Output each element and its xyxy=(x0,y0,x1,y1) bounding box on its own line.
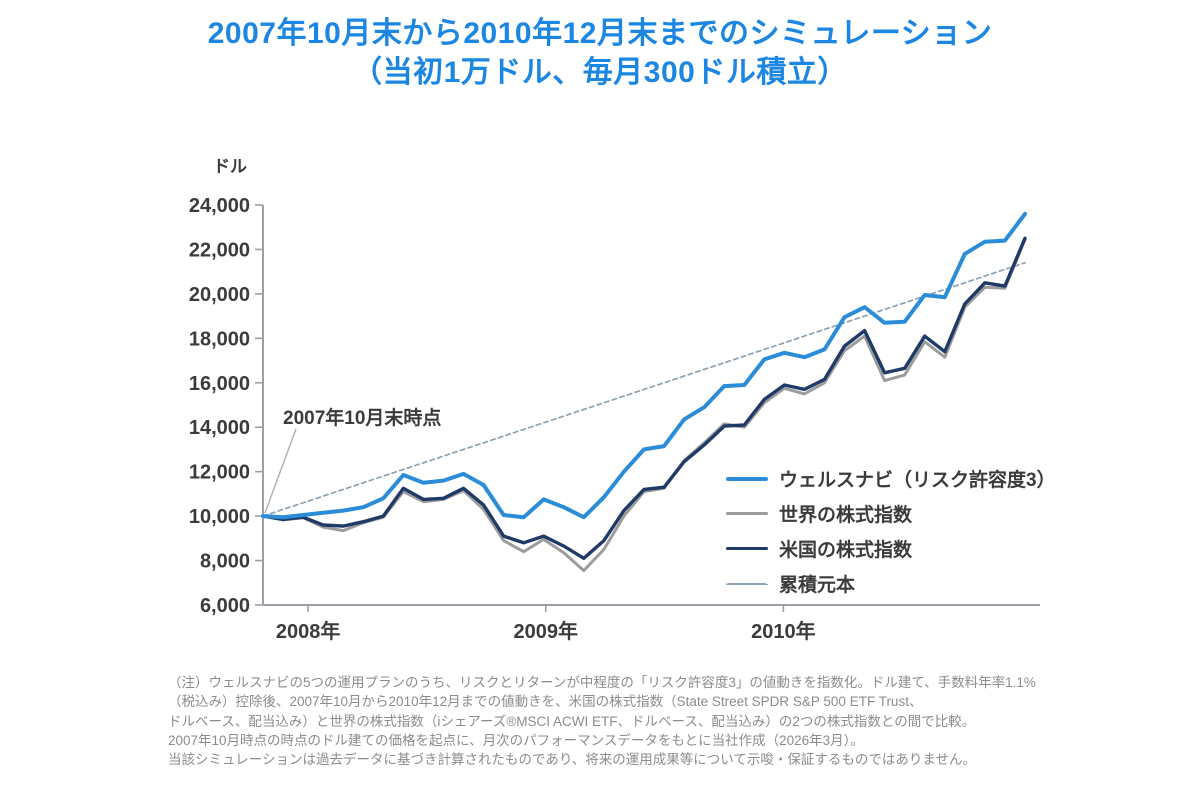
y-tick-label: 20,000 xyxy=(189,284,250,306)
x-tick-label: 2010年 xyxy=(751,619,816,643)
x-tick-label: 2008年 xyxy=(276,619,341,643)
legend-swatch-world xyxy=(726,512,768,515)
legend-item-world: 世界の株式指数 xyxy=(726,496,1056,531)
footnote-line: 当該シミュレーションは過去データに基づき計算されたものであり、将来の運用成果等に… xyxy=(168,752,976,768)
y-tick-label: 18,000 xyxy=(189,328,250,350)
y-tick-label: 6,000 xyxy=(200,595,250,617)
start-point-annotation: 2007年10月末時点 xyxy=(283,408,442,429)
y-axis-unit: ドル xyxy=(213,157,247,176)
y-tick-label: 24,000 xyxy=(189,195,250,217)
footnote-line: （注）ウェルスナビの5つの運用プランのうち、リスクとリターンが中程度の「リスク許… xyxy=(168,675,1036,690)
legend-swatch-wealthnavi xyxy=(726,476,768,481)
chart-title: 2007年10月末から2010年12月末までのシミュレーション （当初1万ドル、… xyxy=(0,14,1200,92)
x-tick-label: 2009年 xyxy=(513,619,578,643)
series-line-us xyxy=(261,236,1027,560)
legend-label-principal: 累積元本 xyxy=(779,575,856,596)
y-tick-label: 16,000 xyxy=(189,373,250,395)
footnote-line: 2007年10月時点の時点のドル建ての価格を起点に、月次のパフォーマンスデータを… xyxy=(168,732,864,748)
series-line-wealthnavi xyxy=(261,211,1027,520)
legend-item-wealthnavi: ウェルスナビ（リスク許容度3） xyxy=(726,461,1056,496)
legend: ウェルスナビ（リスク許容度3） 世界の株式指数 米国の株式指数 累積元本 xyxy=(726,461,1056,601)
footnote-line: ドルベース、配当込み）と世界の株式指数（iシェアーズ®MSCI ACWI ETF… xyxy=(168,713,976,729)
footnote: （注）ウェルスナビの5つの運用プランのうち、リスクとリターンが中程度の「リスク許… xyxy=(168,673,1068,769)
y-tick-label: 12,000 xyxy=(189,462,250,484)
legend-item-principal: 累積元本 xyxy=(726,566,1056,601)
legend-label-us: 米国の株式指数 xyxy=(779,540,913,561)
y-tick-label: 14,000 xyxy=(189,417,250,439)
footnote-line: （税込み）控除後、2007年10月から2010年12月までの値動きを、米国の株式… xyxy=(168,694,923,710)
legend-label-world: 世界の株式指数 xyxy=(779,505,913,526)
y-tick-label: 10,000 xyxy=(189,506,250,528)
y-tick-label: 22,000 xyxy=(189,239,250,261)
y-tick-label: 8,000 xyxy=(200,551,250,573)
legend-swatch-us xyxy=(726,546,768,551)
chart-title-line2: （当初1万ドル、毎月300ドル積立） xyxy=(352,56,848,89)
annotation-leader-line xyxy=(264,428,297,514)
series-line-principal xyxy=(262,261,1026,517)
chart-title-line1: 2007年10月末から2010年12月末までのシミュレーション xyxy=(207,17,993,50)
legend-item-us: 米国の株式指数 xyxy=(726,531,1056,566)
legend-label-wealthnavi: ウェルスナビ（リスク許容度3） xyxy=(779,470,1056,491)
legend-swatch-principal xyxy=(726,582,768,585)
